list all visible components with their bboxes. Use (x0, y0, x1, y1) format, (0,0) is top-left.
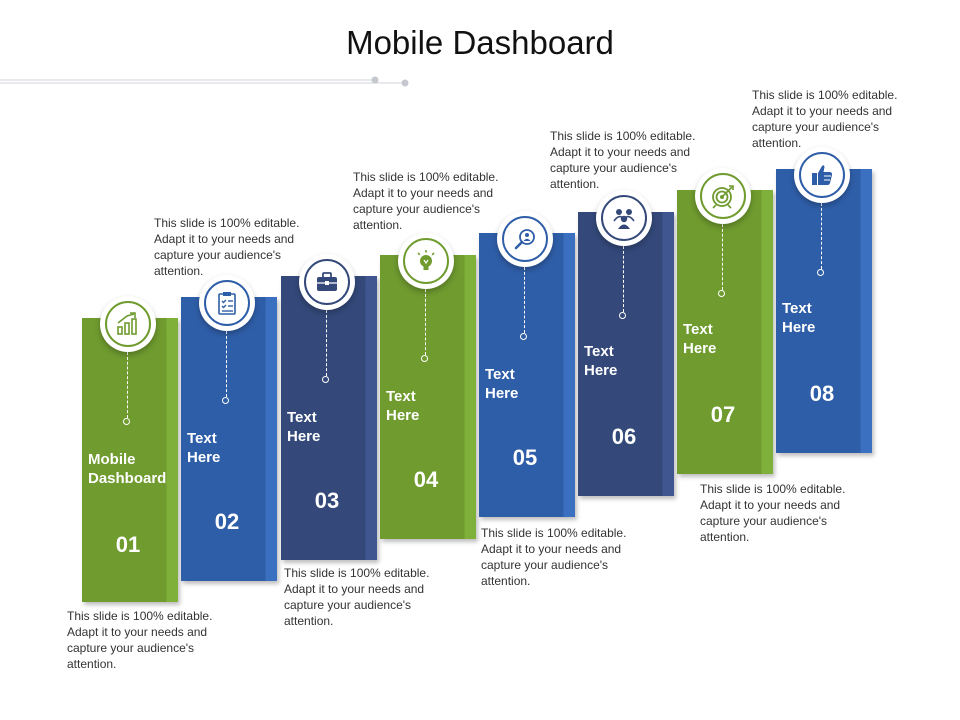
step-label: Text Here (287, 409, 321, 445)
team-icon (601, 195, 647, 241)
icon-badge (794, 147, 850, 203)
step-label: Text Here (187, 430, 221, 466)
clipboard-checklist-icon (204, 280, 250, 326)
step-number: 06 (611, 424, 637, 449)
connector-dot (718, 290, 725, 297)
step-label: Text Here (782, 300, 816, 336)
step-bar-08: Text Here 08 (776, 147, 872, 453)
decorative-line (0, 76, 409, 87)
icon-badge (497, 211, 553, 267)
step-bar-04: Text Here 04 (380, 233, 476, 539)
icon-badge (695, 168, 751, 224)
step-description-05: This slide is 100% editable. Adapt it to… (481, 526, 627, 588)
icon-badge (100, 296, 156, 352)
step-number: 04 (413, 467, 439, 492)
step-description-01: This slide is 100% editable. Adapt it to… (67, 609, 213, 671)
step-bar-06: Text Here 06 (578, 190, 674, 496)
step-bar-02: Text Here 02 (181, 275, 277, 581)
lightbulb-icon (403, 238, 449, 284)
step-number: 01 (115, 532, 141, 557)
connector-dot (322, 376, 329, 383)
step-bar-01: Mobile Dashboard 01 (82, 296, 178, 602)
magnifier-person-icon (502, 216, 548, 262)
step-label: Text Here (584, 343, 618, 379)
icon-badge (299, 254, 355, 310)
connector-dot (619, 312, 626, 319)
step-description-06: This slide is 100% editable. Adapt it to… (550, 129, 696, 191)
step-description-08: This slide is 100% editable. Adapt it to… (752, 88, 898, 150)
briefcase-icon (304, 259, 350, 305)
step-label: Text Here (683, 321, 717, 357)
connector-dot (222, 397, 229, 404)
dashed-connector (127, 352, 128, 418)
step-number: 05 (512, 445, 538, 470)
step-bar-05: Text Here 05 (479, 211, 575, 517)
step-bar-03: Text Here 03 (281, 254, 377, 560)
connector-dot (421, 355, 428, 362)
icon-badge (596, 190, 652, 246)
step-number: 02 (214, 509, 240, 534)
dashed-connector (524, 267, 525, 333)
dashed-connector (821, 203, 822, 269)
dashed-connector (226, 331, 227, 397)
thumbs-up-icon (799, 152, 845, 198)
step-number: 03 (314, 488, 340, 513)
dashed-connector (326, 310, 327, 376)
connector-dot (520, 333, 527, 340)
connector-dot (123, 418, 130, 425)
icon-badge (398, 233, 454, 289)
page-title: Mobile Dashboard (346, 24, 614, 61)
step-number: 08 (809, 381, 835, 406)
step-label: Text Here (386, 388, 420, 424)
step-description-02: This slide is 100% editable. Adapt it to… (154, 216, 300, 278)
step-bar-07: Text Here 07 (677, 168, 773, 474)
dashed-connector (623, 246, 624, 312)
step-description-03: This slide is 100% editable. Adapt it to… (284, 566, 430, 628)
dashed-connector (722, 224, 723, 290)
bar-chart-growth-icon (105, 301, 151, 347)
step-label: Text Here (485, 366, 519, 402)
icon-badge (199, 275, 255, 331)
step-number: 07 (710, 402, 736, 427)
target-icon (700, 173, 746, 219)
dashed-connector (425, 289, 426, 355)
connector-dot (817, 269, 824, 276)
step-description-07: This slide is 100% editable. Adapt it to… (700, 482, 846, 544)
step-label: Mobile Dashboard (88, 451, 167, 487)
step-description-04: This slide is 100% editable. Adapt it to… (353, 170, 499, 232)
